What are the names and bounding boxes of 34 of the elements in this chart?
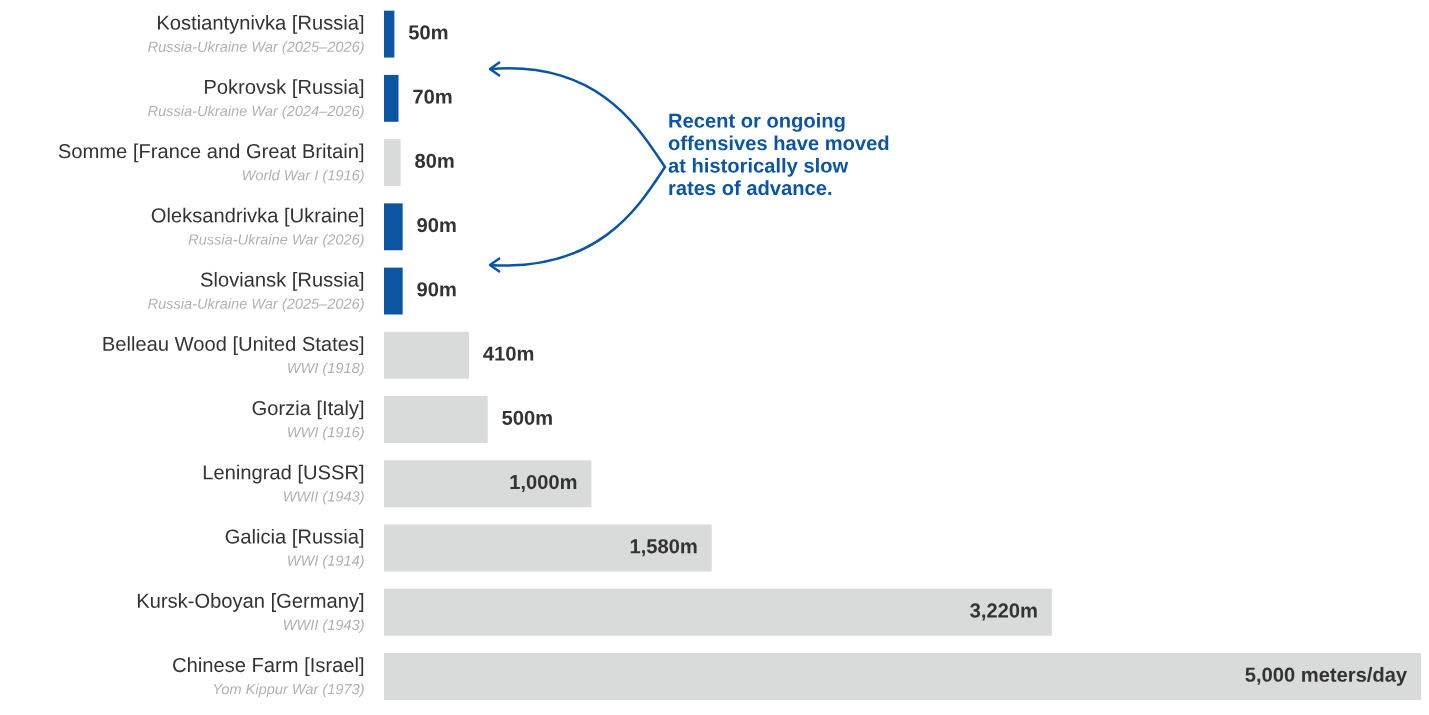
data-label: 90m [417,282,456,297]
y-tick-label: Leningrad [USSR] WWII (1943) [203,464,364,505]
bar [384,653,1421,700]
annotation: Recent or ongoing offensives have moved at historically slow rates of advance. [668,113,889,196]
y-tick-label: Sloviansk [Russia] Russia-Ukraine War (2025–2026) [148,271,364,312]
y-tick-label: Somme [France and Great Britain] World War I (1916) [58,143,364,184]
bar [384,396,488,443]
y-tick-label: Oleksandrivka [Ukraine] Russia-Ukraine War (2026) [151,207,364,248]
data-label: 410m [483,346,534,361]
bar [384,331,470,379]
bar [384,203,403,251]
data-label: 50m [408,25,448,40]
data-label: 70m [413,89,452,104]
bar [384,460,592,508]
data-label: 1,000m [510,474,577,493]
data-label: 500m [502,410,552,425]
data-label: 3,220m [970,603,1037,621]
y-tick-label: Kursk-Oboyan [Germany] WWII (1943) [137,593,364,633]
data-label: 80m [415,153,454,168]
bar [384,74,399,122]
bar [384,10,395,58]
data-label: 1,580m [630,539,697,557]
bar [384,139,401,187]
data-label: 90m [417,217,456,233]
bar [384,524,712,572]
y-tick-label: Galicia [Russia] WWI (1914) [225,528,364,569]
y-tick-label: Gorzia [Italy] WWI (1916) [252,400,364,441]
y-tick-label: Chinese Farm [Israel] Yom Kippur War (1973) [173,657,364,698]
bar [384,588,1052,636]
y-tick-label: Belleau Wood [United States] WWI (1918) [103,336,364,376]
bar [384,267,403,315]
y-tick-label: Pokrovsk [Russia] Russia-Ukraine War (2024–2026) [148,79,364,120]
data-label: 5,000 meters/day [1245,667,1408,686]
y-tick-label: Kostiantynivka [Russia] Russia-Ukraine War (2025–2026) [148,15,364,55]
